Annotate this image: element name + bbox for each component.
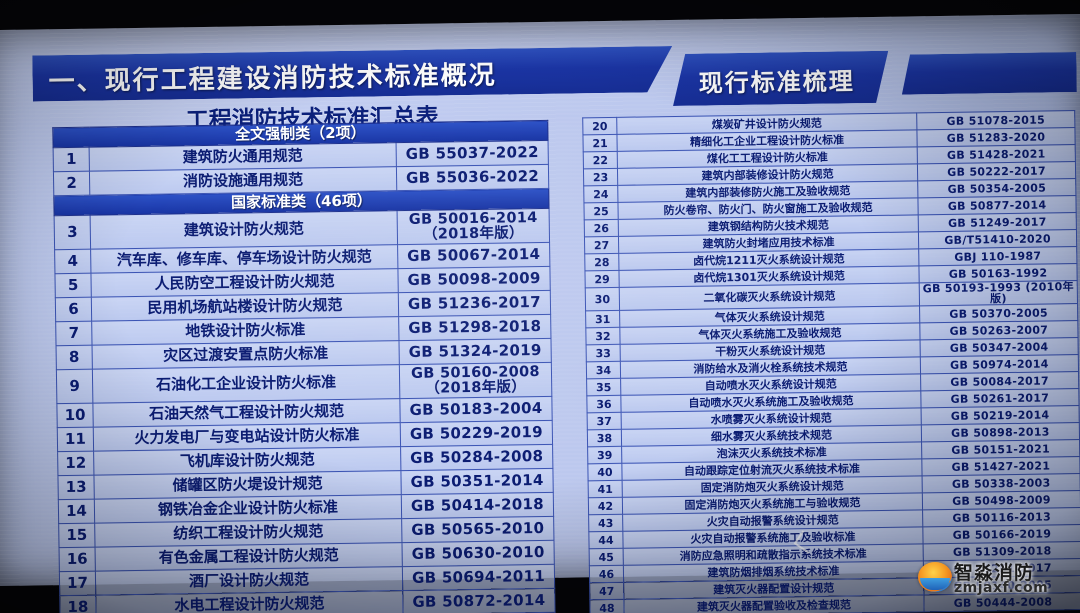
cell-num: 2 <box>53 171 90 196</box>
cell-num: 23 <box>583 168 618 186</box>
cell-num: 14 <box>58 499 95 524</box>
cell-code: GB 50872-2014 <box>402 588 556 613</box>
cell-num: 37 <box>587 412 622 430</box>
cell-code: GB 50183-2004 <box>399 396 553 423</box>
cell-code: GB 50284-2008 <box>400 444 553 471</box>
cell-num: 45 <box>589 548 624 566</box>
cell-num: 22 <box>583 151 618 169</box>
cell-num: 46 <box>589 565 624 583</box>
cell-num: 48 <box>589 599 625 613</box>
cell-num: 30 <box>585 287 620 311</box>
cell-num: 21 <box>582 134 618 152</box>
cell-num: 39 <box>587 446 622 464</box>
cell-code: GB 50160-2008（2018年版） <box>399 362 552 399</box>
cell-code: GB 50016-2014（2018年版） <box>397 208 550 245</box>
header-main-title-bar: 一、现行工程建设消防技术标准概况 <box>32 46 673 101</box>
watermark: 智淼消防 zmjaxf.com <box>918 558 1078 606</box>
cell-code: GB 50067-2014 <box>397 242 550 269</box>
header-decorative-bar <box>901 52 1077 95</box>
cell-num: 36 <box>586 395 622 413</box>
cell-num: 9 <box>56 369 93 404</box>
cell-num: 35 <box>586 378 621 396</box>
cell-num: 17 <box>59 571 96 596</box>
cell-num: 8 <box>56 345 93 370</box>
cell-code: GB 50229-2019 <box>400 420 553 447</box>
cell-num: 33 <box>586 344 621 362</box>
cell-num: 44 <box>588 531 624 549</box>
cell-num: 25 <box>583 202 619 220</box>
standards-table-right: 20 煤炭矿井设计防火规范 GB 51078-2015 21 精细化工企业工程设计防火标… <box>582 110 1080 613</box>
header-section-tag: 现行标准梳理 <box>672 51 889 106</box>
cell-num: 34 <box>586 361 621 379</box>
header-main-title-text: 一、现行工程建设消防技术标准概况 <box>48 60 497 98</box>
cell-num: 10 <box>56 403 94 428</box>
cell-num: 38 <box>587 429 622 447</box>
cell-num: 41 <box>588 480 623 498</box>
cell-num: 24 <box>583 185 618 203</box>
cell-num: 6 <box>55 297 92 322</box>
cell-code: GB 50193-1993 (2010年版) <box>919 280 1078 306</box>
header-section-tag-text: 现行标准梳理 <box>698 67 855 98</box>
cell-num: 43 <box>588 514 623 532</box>
cell-code: GB 51298-2018 <box>398 314 552 341</box>
cell-code: GB 50414-2018 <box>401 492 554 519</box>
cell-code: GB 50565-2010 <box>401 516 555 543</box>
cell-name: 水电工程设计防火规范 <box>95 590 404 613</box>
cell-num: 5 <box>54 273 92 298</box>
cell-code: GB 51324-2019 <box>398 338 552 365</box>
watermark-url-text: zmjaxf.com <box>954 580 1049 596</box>
cell-code: GB 50351-2014 <box>400 468 554 495</box>
cell-num: 3 <box>54 215 91 250</box>
cell-num: 16 <box>59 547 96 572</box>
cell-code: GB 50694-2011 <box>402 564 555 591</box>
cell-num: 12 <box>57 451 94 476</box>
cell-num: 26 <box>584 219 619 237</box>
cell-num: 27 <box>584 236 619 254</box>
standards-table-left: 全文强制类（2项） 1 建筑防火通用规范 GB 55037-2022 2 消防设施通用规范… <box>52 120 556 613</box>
cell-code: GB 55036-2022 <box>396 164 549 191</box>
cell-code: GB 50098-2009 <box>397 266 551 293</box>
cell-name: 建筑设计防火规范 <box>90 210 398 250</box>
cell-num: 42 <box>588 497 623 515</box>
cell-code: GB 50630-2010 <box>401 540 555 567</box>
cell-num: 15 <box>58 523 96 548</box>
cell-num: 20 <box>582 117 617 135</box>
cell-num: 29 <box>584 270 620 288</box>
cell-num: 1 <box>53 147 90 172</box>
cell-num: 28 <box>584 253 619 271</box>
cell-num: 47 <box>589 582 624 600</box>
cell-num: 32 <box>585 327 621 345</box>
cell-num: 13 <box>57 475 95 500</box>
cell-name: 石油化工企业设计防火标准 <box>92 364 400 404</box>
cell-num: 4 <box>54 249 91 274</box>
cell-code: GB 51236-2017 <box>398 290 551 317</box>
cell-num: 7 <box>55 321 93 346</box>
cell-num: 11 <box>57 427 94 452</box>
cell-num: 40 <box>587 463 623 481</box>
cell-code: GB 55037-2022 <box>396 140 549 167</box>
cell-num: 18 <box>59 595 97 613</box>
cell-num: 31 <box>585 310 620 328</box>
